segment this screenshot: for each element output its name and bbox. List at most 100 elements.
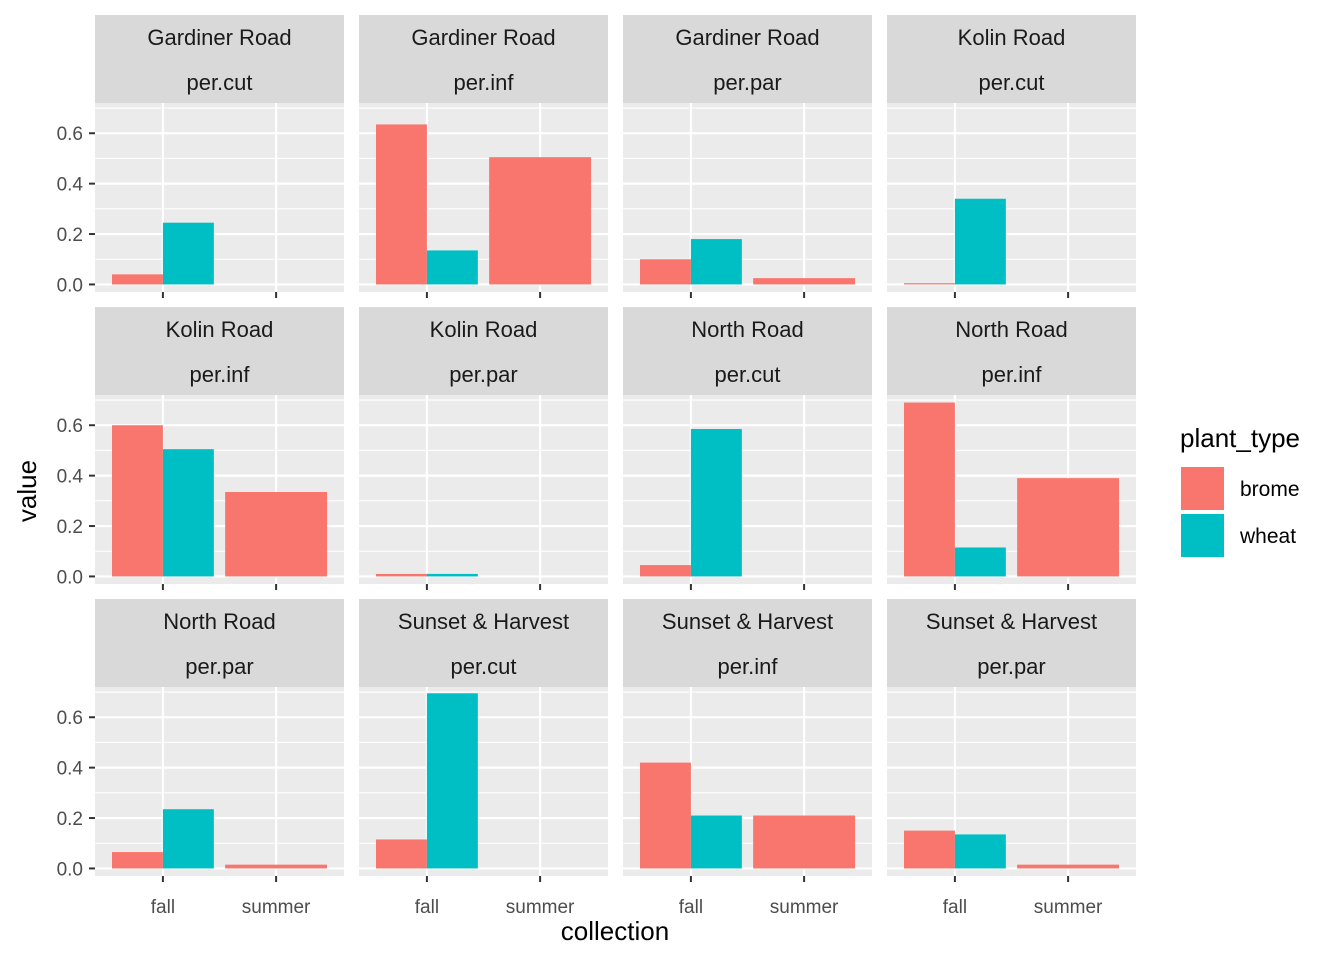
facet-strip-measure: per.par	[185, 654, 254, 679]
facet-strip-measure: per.inf	[454, 70, 515, 95]
facet-strip-measure: per.par	[449, 362, 518, 387]
panel-background	[887, 103, 1136, 292]
legend-label-brome: brome	[1240, 478, 1300, 501]
bar-wheat-fall	[954, 547, 1006, 577]
y-tick-label: 0.2	[57, 225, 83, 246]
facet-strip-site: Gardiner Road	[411, 25, 555, 50]
legend-label-wheat: wheat	[1239, 525, 1296, 548]
bar-brome-summer	[1017, 864, 1120, 869]
facet-strip	[359, 599, 608, 687]
facet-strip	[623, 599, 872, 687]
bar-brome-fall	[903, 402, 955, 577]
x-tick-label: fall	[151, 897, 175, 918]
facet-strip-site: Gardiner Road	[147, 25, 291, 50]
facet-panels: Gardiner Road per.cut Gardiner Road per.inf…	[95, 15, 1136, 876]
panel-background	[95, 687, 344, 876]
bar-wheat-fall	[162, 449, 214, 577]
y-tick-label: 0.4	[57, 467, 84, 488]
bar-brome-summer	[225, 492, 328, 577]
legend: plant_type brome wheat	[1180, 423, 1300, 557]
bar-wheat-fall	[954, 198, 1006, 285]
facet-strip	[95, 599, 344, 687]
facet-panel: North Road per.par	[95, 599, 344, 876]
facet-strip-measure: per.inf	[718, 654, 779, 679]
bar-brome-fall	[111, 425, 163, 577]
bar-brome-summer	[1017, 478, 1120, 577]
facet-panel: North Road per.inf	[887, 307, 1136, 584]
facet-strip-site: North Road	[691, 317, 804, 342]
y-tick-label: 0.0	[57, 275, 83, 296]
bar-brome-fall	[111, 852, 163, 869]
facet-strip-measure: per.inf	[982, 362, 1043, 387]
facet-strip-measure: per.par	[713, 70, 782, 95]
facet-strip	[359, 307, 608, 395]
y-tick-label: 0.2	[57, 809, 83, 830]
bar-brome-fall	[111, 274, 163, 285]
y-tick-label: 0.0	[57, 859, 83, 880]
facet-strip	[359, 15, 608, 103]
y-tick-label: 0.6	[57, 708, 83, 729]
facet-strip-measure: per.cut	[714, 362, 780, 387]
panel-background	[623, 395, 872, 584]
bar-wheat-fall	[690, 239, 742, 285]
facet-panel: Kolin Road per.par	[359, 307, 608, 584]
facet-panel: Gardiner Road per.inf	[359, 15, 608, 292]
bar-brome-fall	[639, 259, 691, 285]
facet-panel: Kolin Road per.cut	[887, 15, 1136, 292]
facet-strip	[623, 15, 872, 103]
y-tick-label: 0.2	[57, 517, 83, 538]
bar-brome-fall	[903, 830, 955, 869]
bar-brome-summer	[753, 815, 856, 869]
facet-strip	[95, 15, 344, 103]
bar-wheat-fall	[426, 693, 478, 869]
x-tick-label: fall	[415, 897, 439, 918]
facet-strip-site: Sunset & Harvest	[926, 609, 1097, 634]
facet-panel: Sunset & Harvest per.par	[887, 599, 1136, 876]
y-tick-label: 0.4	[57, 175, 84, 196]
facet-strip-site: Gardiner Road	[675, 25, 819, 50]
facet-strip	[887, 15, 1136, 103]
bar-brome-summer	[225, 864, 328, 869]
bar-wheat-fall	[426, 573, 478, 577]
x-tick-label: summer	[1034, 897, 1103, 918]
facet-strip-site: North Road	[163, 609, 276, 634]
facet-strip-site: Kolin Road	[430, 317, 538, 342]
facet-panel: Sunset & Harvest per.cut	[359, 599, 608, 876]
bar-brome-fall	[375, 124, 427, 285]
facet-strip-site: Kolin Road	[166, 317, 274, 342]
bar-brome-summer	[753, 278, 856, 285]
bar-wheat-fall	[426, 250, 478, 285]
facet-strip	[887, 599, 1136, 687]
x-tick-label: summer	[242, 897, 311, 918]
facet-strip-measure: per.cut	[186, 70, 252, 95]
bar-brome-fall	[375, 573, 427, 577]
facet-strip-site: Sunset & Harvest	[398, 609, 569, 634]
bar-brome-fall	[903, 283, 955, 285]
bar-wheat-fall	[162, 809, 214, 869]
x-tick-label: summer	[770, 897, 839, 918]
facet-strip-measure: per.cut	[450, 654, 516, 679]
y-tick-label: 0.4	[57, 759, 84, 780]
bar-wheat-fall	[954, 834, 1006, 869]
panel-background	[95, 103, 344, 292]
x-axis-title: collection	[561, 916, 669, 946]
facet-strip	[623, 307, 872, 395]
facet-panel: Kolin Road per.inf	[95, 307, 344, 584]
bar-wheat-fall	[162, 222, 214, 285]
facet-strip	[95, 307, 344, 395]
y-tick-label: 0.6	[57, 124, 83, 145]
legend-key-wheat	[1181, 514, 1224, 557]
bar-wheat-fall	[690, 815, 742, 869]
facet-strip-measure: per.cut	[978, 70, 1044, 95]
facet-strip-site: Kolin Road	[958, 25, 1066, 50]
bar-brome-fall	[639, 762, 691, 869]
facet-strip-site: North Road	[955, 317, 1068, 342]
legend-keys: brome wheat	[1181, 467, 1300, 557]
axes: 0.0 0.2 0.4 0.6 0.0 0.2 0.4 0.6 0.0 0.2 0.4 0.6 fall…	[57, 124, 1103, 918]
x-tick-label: fall	[943, 897, 967, 918]
facet-panel: Sunset & Harvest per.inf	[623, 599, 872, 876]
x-tick-label: fall	[679, 897, 703, 918]
facet-strip-measure: per.inf	[190, 362, 251, 387]
legend-title: plant_type	[1180, 423, 1300, 453]
